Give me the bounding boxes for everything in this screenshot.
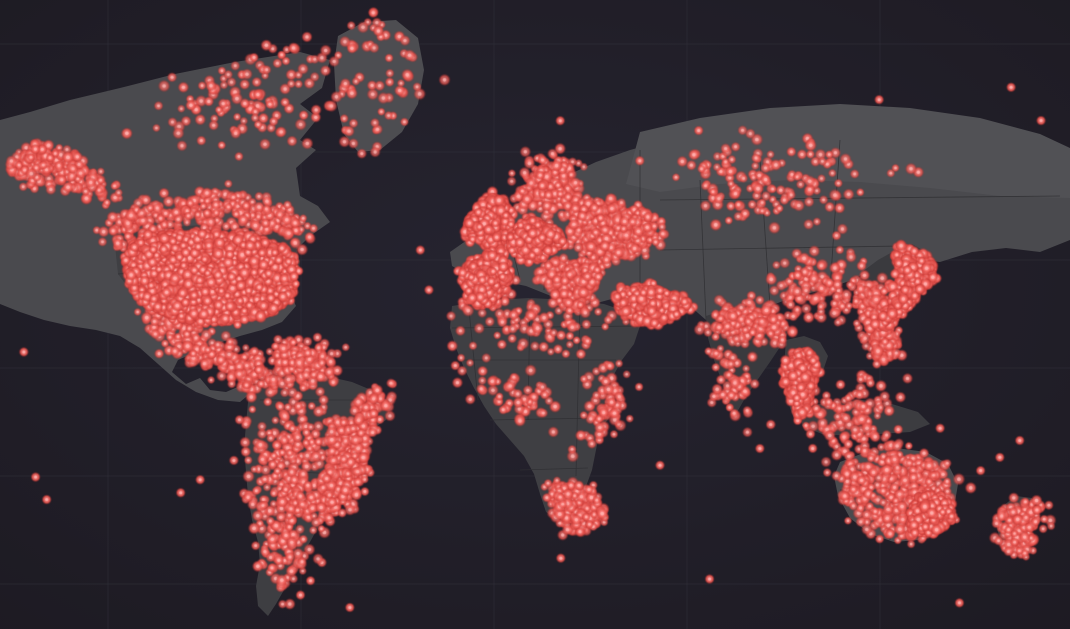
world-map-visualization[interactable] [0, 0, 1070, 629]
basemap-layer [0, 0, 1070, 629]
